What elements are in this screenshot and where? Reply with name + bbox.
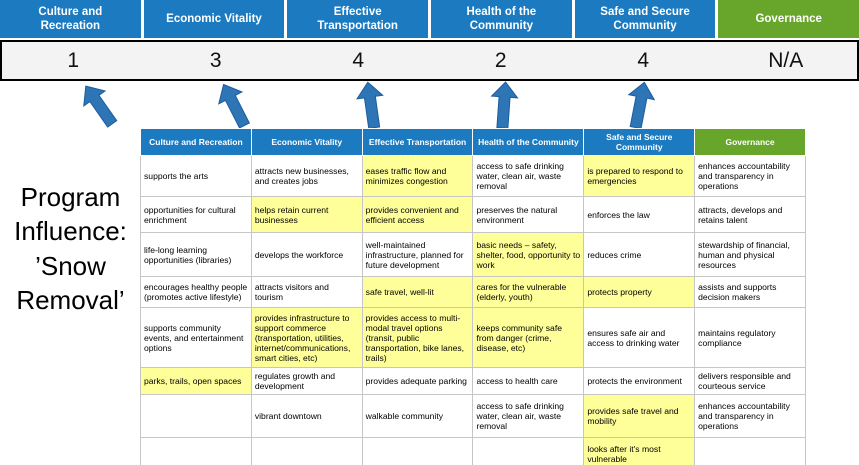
matrix-cell: enforces the law [583, 196, 696, 234]
score-culture-and-recreation: 1 [67, 48, 80, 72]
matrix-cell: opportunities for cultural enrichment [140, 196, 252, 234]
matrix-header-effective-transportation: Effective Transportation [361, 127, 474, 157]
influence-matrix: Culture and Recreation Economic Vitality E… [140, 127, 806, 465]
matrix-cell: attracts visitors and tourism [250, 276, 363, 309]
score-health-of-the-community: 2 [494, 48, 507, 72]
matrix-cell-highlighted: parks, trails, open spaces [140, 367, 252, 396]
matrix-row: supports the arts attracts new businesses… [140, 155, 806, 198]
pillar-header-row: Culture and Recreation Economic Vitality E… [0, 0, 859, 38]
matrix-cell: enhances accountability and transparency… [694, 394, 806, 439]
pillar-label: Governance [755, 12, 822, 25]
matrix-cell: regulates growth and development [250, 367, 363, 396]
matrix-cell: life-long learning opportunities (librar… [140, 232, 252, 278]
pillar-header-economic-vitality: Economic Vitality [143, 0, 285, 38]
matrix-cell: preserves the natural environment [472, 196, 585, 234]
matrix-cell [140, 394, 252, 439]
up-arrow-icon [218, 83, 251, 129]
pillar-label: Health of the Community [466, 5, 537, 32]
matrix-cell: provides adequate parking [361, 367, 474, 396]
pillar-header-effective-transportation: Effective Transportation [287, 0, 429, 38]
matrix-cell: assists and supports decision makers [694, 276, 806, 309]
matrix-cell-highlighted: provides safe travel and mobility [583, 394, 696, 439]
matrix-cell: enhances accountability and transparency… [694, 155, 806, 198]
matrix-cell: attracts new businesses, and creates job… [250, 155, 363, 198]
matrix-cell: reduces crime [583, 232, 696, 278]
matrix-row: life-long learning opportunities (librar… [140, 232, 806, 278]
score-economic-vitality: 3 [209, 48, 222, 72]
matrix-cell: develops the workforce [250, 232, 363, 278]
pillar-label: Effective Transportation [317, 5, 398, 32]
score-safe-and-secure-community: 4 [637, 48, 650, 72]
pillar-label: Economic Vitality [166, 12, 262, 25]
up-arrow-icon [627, 81, 656, 130]
matrix-row: looks after it's most vulnerable [140, 437, 806, 465]
matrix-header-governance: Governance [694, 127, 806, 157]
matrix-cell: protects the environment [583, 367, 696, 396]
matrix-cell-highlighted: is prepared to respond to emergencies [583, 155, 696, 198]
pillar-header-health-of-the-community: Health of the Community [431, 0, 572, 38]
matrix-cell-highlighted: provides convenient and efficient access [361, 196, 474, 234]
matrix-row: parks, trails, open spaces regulates grow… [140, 367, 806, 396]
matrix-cell: access to safe drinking water, clean air… [472, 394, 585, 439]
matrix-cell-highlighted: helps retain current businesses [250, 196, 363, 234]
up-arrow-icon [355, 81, 384, 130]
arrows [0, 81, 859, 130]
matrix-cell: attracts, develops and retains talent [694, 196, 806, 234]
matrix-cell-highlighted: provides infrastructure to support comme… [250, 307, 363, 369]
score-governance: N/A [768, 48, 804, 72]
matrix-row: supports community events, and entertain… [140, 307, 806, 369]
matrix-row: vibrant downtown walkable community access… [140, 394, 806, 439]
matrix-cell [140, 437, 252, 465]
matrix-cell-highlighted: protects property [583, 276, 696, 309]
matrix-cell [694, 437, 806, 465]
influence-matrix-wrap: Culture and Recreation Economic Vitality E… [140, 127, 806, 465]
matrix-cell-highlighted: safe travel, well-lit [361, 276, 474, 309]
program-title: Program Influence: ’Snow Removal’ [14, 182, 127, 315]
pillar-label: Culture and Recreation [38, 5, 103, 32]
matrix-header-safe-and-secure-community: Safe and Secure Community [583, 127, 696, 157]
score-row: 1 3 4 2 4 N/A [0, 40, 859, 81]
matrix-cell [472, 437, 585, 465]
matrix-cell-highlighted: eases traffic flow and minimizes congest… [361, 155, 474, 198]
matrix-cell: access to safe drinking water, clean air… [472, 155, 585, 198]
matrix-cell: vibrant downtown [250, 394, 363, 439]
matrix-cell [361, 437, 474, 465]
matrix-cell: access to health care [472, 367, 585, 396]
matrix-cell: supports community events, and entertain… [140, 307, 252, 369]
matrix-header-health-of-the-community: Health of the Community [472, 127, 585, 157]
pillar-header-governance: Governance [718, 0, 859, 38]
matrix-cell [250, 437, 363, 465]
matrix-header-culture-and-recreation: Culture and Recreation [140, 127, 252, 157]
matrix-cell-highlighted: looks after it's most vulnerable [583, 437, 696, 465]
up-arrow-icon [490, 81, 519, 129]
matrix-cell-highlighted: basic needs – safety, shelter, food, opp… [472, 232, 585, 278]
up-arrow-icon [83, 85, 118, 128]
matrix-cell: ensures safe air and access to drinking … [583, 307, 696, 369]
matrix-header-economic-vitality: Economic Vitality [250, 127, 363, 157]
matrix-cell-highlighted: provides access to multi-modal travel op… [361, 307, 474, 369]
score-effective-transportation: 4 [352, 48, 365, 72]
matrix-cell-highlighted: keeps community safe from danger (crime,… [472, 307, 585, 369]
matrix-cell: stewardship of financial, human and phys… [694, 232, 806, 278]
matrix-cell: walkable community [361, 394, 474, 439]
matrix-cell: delivers responsible and courteous servi… [694, 367, 806, 396]
pillar-header-culture-and-recreation: Culture and Recreation [0, 0, 141, 38]
matrix-cell: well-maintained infrastructure, planned … [361, 232, 474, 278]
matrix-cell: encourages healthy people (promotes acti… [140, 276, 252, 309]
pillar-label: Safe and Secure Community [600, 5, 690, 32]
matrix-row: opportunities for cultural enrichment hel… [140, 196, 806, 234]
matrix-row: encourages healthy people (promotes acti… [140, 276, 806, 309]
matrix-cell-highlighted: cares for the vulnerable (elderly, youth… [472, 276, 585, 309]
matrix-cell: maintains regulatory compliance [694, 307, 806, 369]
matrix-cell: supports the arts [140, 155, 252, 198]
pillar-header-safe-and-secure-community: Safe and Secure Community [574, 0, 716, 38]
